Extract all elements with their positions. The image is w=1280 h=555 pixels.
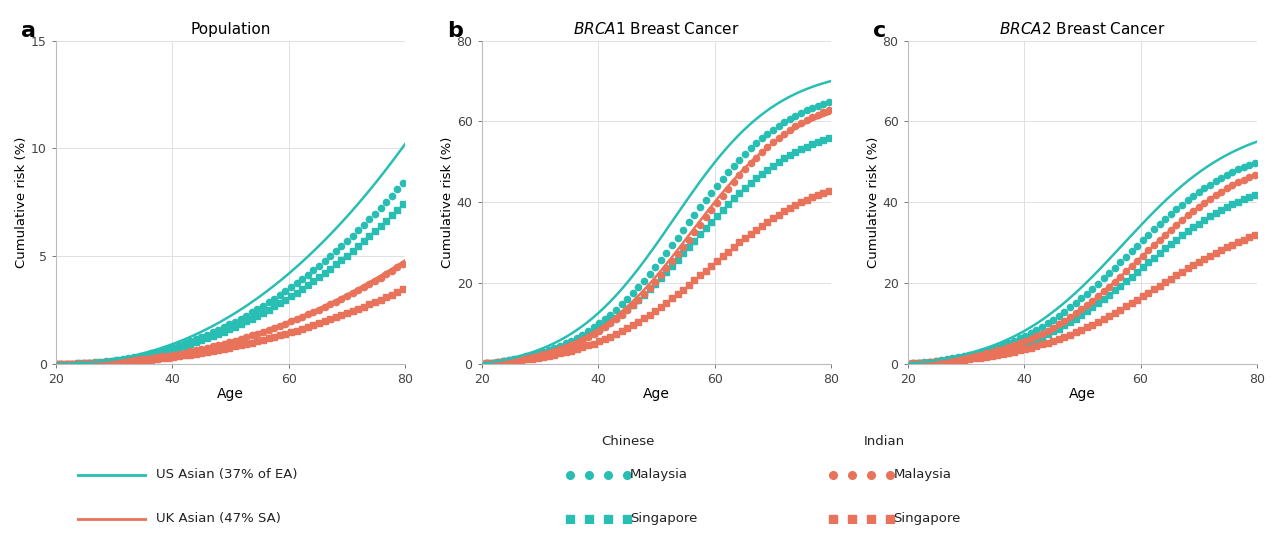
Y-axis label: Cumulative risk (%): Cumulative risk (%): [15, 137, 28, 268]
Text: c: c: [873, 21, 886, 41]
Text: UK Asian (47% SA): UK Asian (47% SA): [156, 512, 282, 526]
Text: Singapore: Singapore: [893, 512, 961, 526]
Text: Malaysia: Malaysia: [630, 468, 687, 481]
Text: a: a: [20, 21, 36, 41]
Text: b: b: [447, 21, 462, 41]
X-axis label: Age: Age: [1069, 387, 1096, 401]
Title: $\mathit{BRCA2}$ Breast Cancer: $\mathit{BRCA2}$ Breast Cancer: [998, 21, 1166, 37]
Text: Indian: Indian: [864, 435, 905, 448]
Y-axis label: Cumulative risk (%): Cumulative risk (%): [440, 137, 454, 268]
Text: Chinese: Chinese: [602, 435, 655, 448]
Title: $\mathit{BRCA1}$ Breast Cancer: $\mathit{BRCA1}$ Breast Cancer: [573, 21, 740, 37]
Y-axis label: Cumulative risk (%): Cumulative risk (%): [867, 137, 879, 268]
Title: Population: Population: [191, 22, 270, 37]
Text: Malaysia: Malaysia: [893, 468, 951, 481]
Text: Singapore: Singapore: [630, 512, 698, 526]
X-axis label: Age: Age: [643, 387, 669, 401]
Text: US Asian (37% of EA): US Asian (37% of EA): [156, 468, 298, 481]
X-axis label: Age: Age: [216, 387, 243, 401]
